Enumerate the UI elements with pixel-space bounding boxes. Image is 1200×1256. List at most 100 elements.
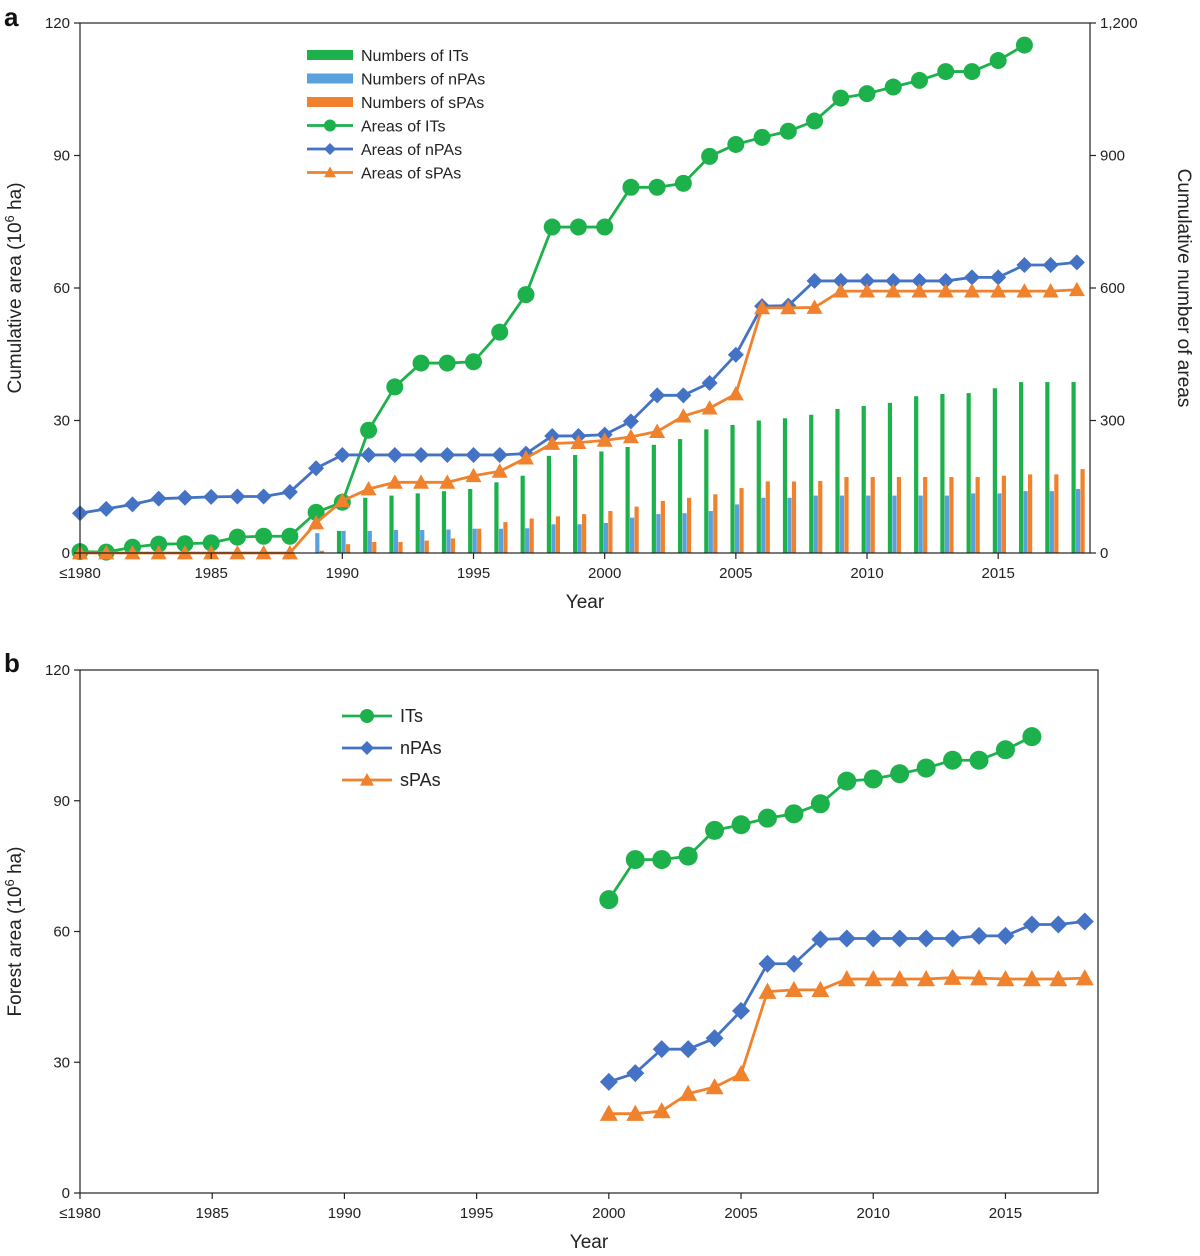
bar-series-numbers-of-npas (315, 488, 1081, 553)
point (943, 968, 962, 985)
y-tick-label: 30 (53, 1054, 70, 1071)
point (917, 929, 936, 948)
point (705, 1078, 724, 1095)
point (780, 299, 797, 315)
point (439, 474, 456, 489)
bar (734, 504, 740, 553)
point (963, 63, 981, 81)
point (649, 423, 666, 438)
point (1042, 283, 1059, 298)
line-series-spas (599, 968, 1094, 1121)
point (176, 489, 193, 506)
point (1022, 727, 1042, 747)
bar (577, 524, 582, 553)
bar (923, 477, 928, 553)
legend-marker (324, 166, 336, 178)
point (832, 89, 850, 107)
bar (599, 451, 604, 553)
point (811, 980, 830, 998)
point (679, 1084, 698, 1101)
point (885, 272, 902, 289)
point (753, 128, 771, 146)
point (970, 926, 989, 945)
legend-label: Numbers of ITs (361, 48, 469, 65)
bar (1075, 488, 1081, 553)
point (679, 1040, 698, 1059)
x-tick-label: 2010 (857, 1205, 890, 1222)
bar (861, 405, 866, 553)
point (255, 488, 272, 505)
panel-b-letter: b (4, 648, 20, 678)
bar (765, 481, 770, 553)
x-tick-label: 1995 (457, 565, 490, 582)
panel-a-lines (71, 36, 1085, 561)
point (386, 446, 403, 463)
bar (398, 541, 403, 553)
point (701, 374, 718, 391)
point (705, 1029, 724, 1048)
point (412, 354, 430, 372)
bar (546, 455, 552, 553)
point (465, 353, 483, 371)
point (890, 929, 909, 948)
panel-b-axes: ≤1980 1985 1990 1995 2000 2005 2010 2015 0 30 60 90… (2, 662, 1099, 1253)
legend-label: ITs (400, 706, 423, 726)
point (203, 545, 220, 560)
point (910, 71, 928, 89)
legend-label: Numbers of nPAs (361, 72, 485, 89)
point (890, 764, 910, 784)
point (360, 446, 377, 463)
point (1022, 915, 1041, 934)
x-axis-label: Year (570, 1232, 609, 1253)
point (150, 535, 168, 553)
bar (630, 517, 635, 553)
y-tick-label: 90 (53, 148, 70, 165)
point (626, 1104, 645, 1121)
panel-b: b ≤1980 1985 1990 1995 2000 2005 2010 2015 0 30 60… (2, 648, 1099, 1253)
point (1042, 257, 1059, 274)
point (360, 421, 378, 439)
y2-tick-label: 900 (1100, 148, 1125, 165)
x-tick-label: 1990 (326, 565, 359, 582)
point (837, 970, 856, 987)
point (832, 272, 849, 289)
point (491, 463, 508, 478)
point (98, 500, 115, 517)
bar (839, 495, 845, 553)
bar (363, 497, 368, 553)
bar (367, 530, 372, 553)
y2-tick-label: 300 (1100, 413, 1125, 430)
point (652, 1102, 671, 1119)
point (1016, 283, 1033, 298)
point (622, 413, 639, 430)
legend-label: sPAs (400, 770, 441, 790)
legend-marker (324, 119, 336, 132)
point (943, 929, 962, 948)
point (1068, 254, 1085, 271)
point (1068, 281, 1085, 297)
bar (634, 506, 639, 553)
bar (415, 493, 420, 553)
bar (844, 477, 849, 553)
y-tick-label: 60 (53, 280, 70, 297)
bar (494, 482, 499, 553)
point (863, 769, 883, 789)
point (784, 954, 803, 973)
point (255, 545, 272, 560)
point (937, 272, 954, 289)
y2-tick-label: 0 (1100, 545, 1108, 562)
y-tick-label: 60 (53, 924, 70, 941)
bar (555, 516, 561, 553)
bar-series-numbers-of-spas (319, 469, 1085, 553)
bar (761, 497, 766, 553)
point (334, 492, 351, 508)
y2-tick-label: 1,200 (1100, 15, 1138, 32)
point (308, 514, 325, 530)
point (229, 545, 246, 560)
bar (1049, 491, 1054, 553)
y-tick-label: 30 (53, 413, 70, 430)
point (491, 446, 508, 463)
point (652, 1040, 671, 1059)
point (334, 446, 351, 463)
x-tick-label: 2015 (989, 1205, 1022, 1222)
